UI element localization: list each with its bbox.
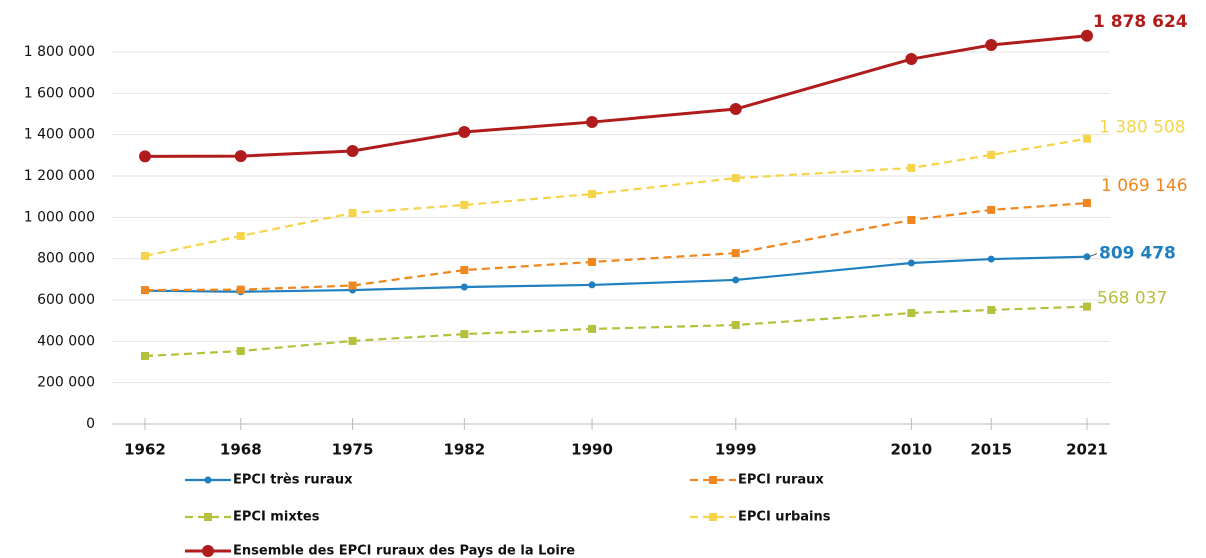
point — [905, 53, 918, 66]
legend-item: EPCI très ruraux — [185, 473, 353, 488]
point — [460, 200, 469, 209]
series-line — [144, 201, 1088, 292]
point — [236, 285, 245, 294]
point — [348, 208, 357, 217]
x-tick-label: 2015 — [970, 441, 1012, 459]
leader-line — [1088, 253, 1098, 258]
x-tick-label: 2010 — [890, 441, 932, 459]
point — [1083, 302, 1091, 311]
point — [907, 259, 915, 267]
y-tick-label: 1 400 000 — [24, 127, 95, 143]
point — [731, 174, 740, 183]
legend-marker — [204, 513, 212, 521]
x-tick-label: 1968 — [220, 441, 262, 459]
legend-label: EPCI mixtes — [233, 510, 320, 525]
y-tick-label: 1 200 000 — [24, 168, 95, 184]
y-tick-label: 0 — [86, 416, 95, 432]
series-line — [144, 34, 1088, 158]
value-label: 1 380 508 — [1099, 118, 1186, 138]
point — [141, 251, 149, 260]
y-tick-label: 600 000 — [37, 292, 95, 308]
point — [588, 189, 597, 198]
legend-item: EPCI ruraux — [690, 473, 824, 488]
point — [987, 150, 996, 159]
point — [985, 38, 998, 51]
value-label: 809 478 — [1099, 244, 1176, 264]
legend-marker — [709, 476, 717, 484]
point — [460, 330, 469, 339]
legend-label: EPCI ruraux — [738, 473, 824, 488]
x-tick-label: 1975 — [332, 441, 374, 459]
point — [1081, 29, 1093, 42]
point — [1083, 199, 1091, 208]
legend-item: EPCI urbains — [690, 510, 831, 525]
point — [588, 324, 597, 333]
y-tick-label: 400 000 — [37, 333, 95, 349]
x-tick-label: 1962 — [124, 441, 166, 459]
series-line — [144, 137, 1088, 258]
series-line — [144, 255, 1088, 293]
value-label: 1 069 146 — [1101, 176, 1188, 196]
point — [346, 144, 359, 157]
point — [588, 281, 596, 289]
y-tick-label: 1 600 000 — [24, 85, 95, 101]
y-tick-label: 800 000 — [37, 251, 95, 267]
point — [348, 281, 357, 290]
point — [458, 125, 471, 138]
x-tick-label: 1982 — [443, 441, 485, 459]
point — [907, 163, 916, 172]
series-line — [144, 305, 1088, 358]
point — [731, 321, 740, 330]
point — [588, 257, 597, 266]
point — [139, 150, 151, 163]
x-tick-label: 2021 — [1066, 441, 1108, 459]
point — [348, 336, 357, 345]
y-tick-label: 1 800 000 — [24, 44, 95, 60]
point — [460, 283, 468, 291]
legend-label: EPCI très ruraux — [233, 473, 353, 488]
legend-label: EPCI urbains — [738, 510, 831, 525]
point — [236, 347, 245, 356]
legend-marker — [204, 476, 212, 484]
x-tick-label: 1999 — [715, 441, 757, 459]
legend-item: EPCI mixtes — [185, 510, 320, 525]
y-tick-label: 200 000 — [37, 375, 95, 391]
x-tick-label: 1990 — [571, 441, 613, 459]
point — [234, 150, 247, 163]
point — [460, 266, 469, 275]
point — [586, 116, 599, 129]
legend-marker — [709, 513, 717, 521]
point — [907, 309, 916, 318]
legend-marker — [202, 545, 214, 557]
point — [1083, 134, 1091, 143]
point — [987, 205, 996, 214]
legend-label: Ensemble des EPCI ruraux des Pays de la … — [233, 544, 575, 558]
value-label: 568 037 — [1097, 289, 1167, 309]
point — [987, 255, 995, 263]
point — [907, 216, 916, 225]
value-label: 1 878 624 — [1093, 12, 1188, 32]
legend-item: Ensemble des EPCI ruraux des Pays de la … — [185, 544, 575, 558]
point — [1083, 253, 1091, 261]
point — [732, 276, 740, 284]
point — [731, 249, 740, 258]
point — [987, 305, 996, 314]
y-tick-label: 1 000 000 — [24, 209, 95, 225]
point — [141, 286, 149, 295]
point — [729, 103, 742, 116]
point — [236, 231, 245, 240]
point — [141, 352, 149, 361]
